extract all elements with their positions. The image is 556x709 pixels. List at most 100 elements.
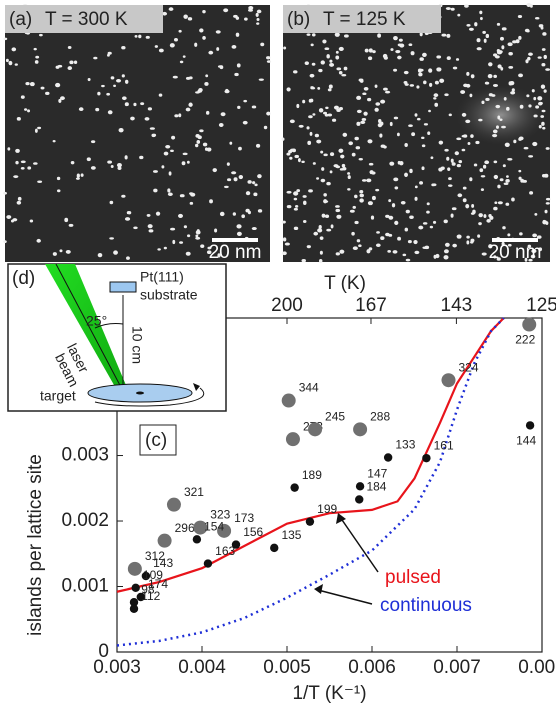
- scale-label: 20 nm: [209, 242, 262, 263]
- island: [266, 112, 270, 116]
- point-label: 133: [395, 438, 415, 452]
- substrate-label: substrate: [140, 287, 198, 303]
- island: [145, 117, 150, 121]
- island: [74, 60, 77, 64]
- island: [508, 52, 513, 55]
- island: [282, 221, 286, 224]
- island: [399, 161, 403, 165]
- island: [232, 45, 237, 49]
- island: [544, 55, 547, 59]
- island: [161, 165, 164, 168]
- point-label: 135: [281, 528, 301, 542]
- island: [3, 240, 6, 243]
- island: [378, 119, 381, 123]
- island: [107, 54, 110, 57]
- island: [8, 61, 12, 65]
- island: [526, 3, 531, 7]
- island: [494, 175, 498, 179]
- island: [505, 179, 509, 183]
- island: [188, 103, 192, 107]
- island: [378, 123, 382, 127]
- island: [344, 67, 348, 71]
- island: [24, 108, 27, 111]
- island: [139, 156, 143, 159]
- island: [76, 177, 80, 179]
- island: [356, 96, 361, 100]
- island: [385, 91, 390, 94]
- island: [372, 50, 376, 53]
- panel-label: (b): [287, 9, 310, 30]
- island: [68, 66, 73, 70]
- island: [236, 224, 241, 228]
- island: [34, 48, 37, 50]
- island: [495, 105, 500, 108]
- island: [15, 149, 20, 153]
- data-point: [193, 535, 201, 543]
- island: [213, 168, 217, 172]
- x2-tick-label: 125: [526, 295, 556, 316]
- island: [343, 133, 348, 137]
- data-point: [353, 422, 367, 436]
- island: [362, 118, 366, 121]
- island: [444, 149, 448, 152]
- point-label: 321: [184, 485, 204, 499]
- island: [282, 137, 285, 140]
- island: [354, 195, 358, 199]
- island: [91, 166, 96, 170]
- island: [111, 165, 114, 168]
- island: [339, 71, 343, 74]
- island: [317, 87, 320, 90]
- island: [408, 240, 412, 243]
- island: [91, 140, 95, 143]
- pointer-head: [314, 584, 323, 594]
- island: [418, 73, 422, 77]
- island: [325, 107, 328, 109]
- data-point: [355, 495, 363, 503]
- island: [465, 204, 469, 208]
- island: [421, 137, 424, 139]
- y-tick-label: 0.001: [61, 576, 109, 597]
- island: [329, 60, 332, 63]
- island: [471, 74, 475, 78]
- island: [411, 132, 415, 136]
- island: [446, 34, 450, 38]
- island: [375, 85, 378, 88]
- island: [81, 173, 84, 177]
- island: [537, 96, 542, 100]
- island: [326, 229, 331, 232]
- island: [237, 106, 240, 109]
- island: [518, 138, 522, 141]
- island: [15, 63, 18, 65]
- island: [462, 113, 467, 117]
- island: [107, 161, 112, 164]
- island: [460, 90, 465, 94]
- island: [340, 168, 344, 171]
- island: [95, 108, 99, 111]
- island: [259, 78, 264, 80]
- data-point: [286, 432, 300, 446]
- island: [362, 92, 366, 95]
- island: [71, 161, 75, 164]
- island: [544, 174, 548, 178]
- island: [394, 117, 398, 120]
- island: [125, 217, 130, 221]
- island: [500, 178, 504, 181]
- island: [310, 87, 315, 90]
- island: [364, 87, 369, 91]
- island: [330, 170, 333, 173]
- island: [329, 63, 334, 67]
- point-label: 161: [434, 438, 454, 452]
- island: [532, 233, 537, 237]
- island: [336, 51, 339, 54]
- island: [159, 94, 163, 97]
- island: [533, 97, 536, 100]
- island: [482, 252, 487, 255]
- island: [478, 119, 482, 122]
- island: [326, 182, 331, 186]
- island: [199, 129, 203, 132]
- island: [518, 177, 521, 180]
- island: [195, 134, 199, 138]
- island: [416, 85, 419, 88]
- island: [135, 35, 138, 38]
- island: [169, 7, 174, 11]
